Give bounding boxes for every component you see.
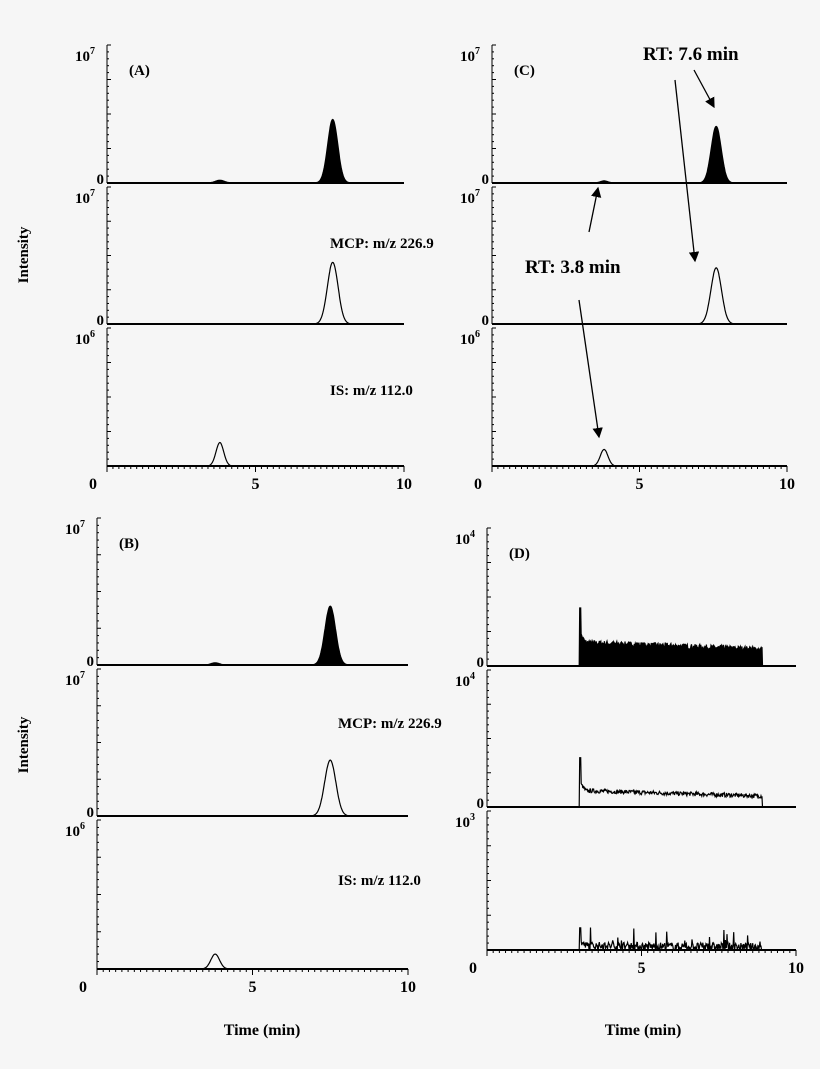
trace-2: 107 0 MCP: m/z 226.9 (75, 186, 434, 329)
y-max-exponent: 3 (470, 812, 475, 823)
x-tick-label: 5 (249, 979, 257, 996)
trace-signal (97, 759, 408, 817)
y-zero-label: 0 (482, 313, 490, 329)
y-zero-label: 0 (97, 313, 105, 329)
x-tick-label: 10 (396, 476, 412, 493)
y-zero-label: 0 (477, 796, 485, 812)
y-zero-label: 0 (482, 172, 490, 188)
y-max-exponent: 7 (475, 188, 480, 199)
annotation-rt-7-6: RT: 7.6 min (643, 44, 739, 65)
y-zero-label: 0 (87, 654, 95, 670)
x-tick-label: 5 (252, 476, 260, 493)
x-tick-label: 10 (400, 979, 416, 996)
trace-3: 103 (455, 810, 796, 952)
trace-signal (107, 118, 404, 184)
x-tick-label: 0 (474, 476, 482, 493)
trace-signal (107, 441, 404, 467)
x-tick-label: 5 (636, 476, 644, 493)
trace-1: 107 0 (460, 44, 787, 188)
trace-1: 107 0 (75, 44, 404, 188)
x-tick-label: 0 (79, 979, 87, 996)
y-zero-label: 0 (477, 655, 485, 671)
annotation-arrows (578, 69, 715, 439)
y-max-label: 107 (460, 46, 480, 65)
y-max-exponent: 7 (90, 46, 95, 57)
trace-signal (97, 953, 408, 970)
trace-3: 106 IS: m/z 112.0 (65, 819, 421, 970)
y-max-exponent: 4 (470, 529, 475, 540)
trace-signal (487, 757, 796, 808)
arrow (693, 69, 715, 109)
y-max-label: 103 (455, 812, 475, 831)
y-max-label: 106 (460, 329, 480, 348)
trace-signal (492, 125, 787, 184)
panel-label: (C) (514, 63, 535, 79)
trace-1: 107 0 (65, 517, 408, 670)
trace-3: 106 IS: m/z 112.0 (75, 327, 413, 467)
annotation-rt-3-8: RT: 3.8 min (525, 257, 621, 278)
y-max-exponent: 6 (80, 821, 85, 832)
y-axis-label-top: Intensity (16, 226, 32, 283)
y-axis-label-bottom: Intensity (16, 716, 32, 773)
y-max-label: 106 (65, 821, 85, 840)
trace-signal (107, 261, 404, 325)
x-tick-label: 0 (469, 960, 477, 977)
panel-label: (B) (119, 536, 139, 552)
arrow (674, 79, 700, 263)
y-max-exponent: 7 (80, 519, 85, 530)
y-zero-label: 0 (97, 172, 105, 188)
trace-2: 107 0 (460, 186, 787, 329)
y-max-exponent: 7 (80, 670, 85, 681)
trace-signal (487, 607, 796, 667)
y-max-exponent: 4 (470, 671, 475, 682)
trace-2: 104 0 (455, 669, 796, 812)
y-max-label: 107 (460, 188, 480, 207)
arrow (578, 299, 603, 439)
y-max-exponent: 7 (90, 188, 95, 199)
x-tick-label: 10 (779, 476, 795, 493)
y-zero-label: 0 (87, 805, 95, 821)
panel-label: (A) (129, 63, 150, 79)
y-max-label: 104 (455, 529, 475, 548)
trace-signal (492, 448, 787, 467)
trace-signal (487, 927, 796, 952)
trace-signal (97, 605, 408, 666)
trace-label: MCP: m/z 226.9 (330, 236, 434, 252)
panel-label: (D) (509, 546, 530, 562)
y-max-label: 107 (75, 46, 95, 65)
y-max-label: 107 (75, 188, 95, 207)
trace-1: 104 0 (455, 527, 796, 671)
y-max-exponent: 7 (475, 46, 480, 57)
y-max-label: 104 (455, 671, 475, 690)
trace-label: MCP: m/z 226.9 (338, 716, 442, 732)
trace-label: IS: m/z 112.0 (338, 873, 421, 889)
x-tick-label: 10 (788, 960, 804, 977)
y-max-label: 107 (65, 519, 85, 538)
y-max-label: 106 (75, 329, 95, 348)
trace-3: 106 (460, 327, 787, 467)
trace-label: IS: m/z 112.0 (330, 383, 413, 399)
trace-2: 107 0 MCP: m/z 226.9 (65, 668, 442, 821)
y-max-exponent: 6 (90, 329, 95, 340)
x-axis-label-d: Time (min) (605, 1022, 682, 1039)
x-axis-label-b: Time (min) (224, 1022, 301, 1039)
x-tick-label: 5 (638, 960, 646, 977)
arrow (588, 186, 602, 233)
y-max-exponent: 6 (475, 329, 480, 340)
y-max-label: 107 (65, 670, 85, 689)
trace-signal (492, 267, 787, 325)
x-tick-label: 0 (89, 476, 97, 493)
